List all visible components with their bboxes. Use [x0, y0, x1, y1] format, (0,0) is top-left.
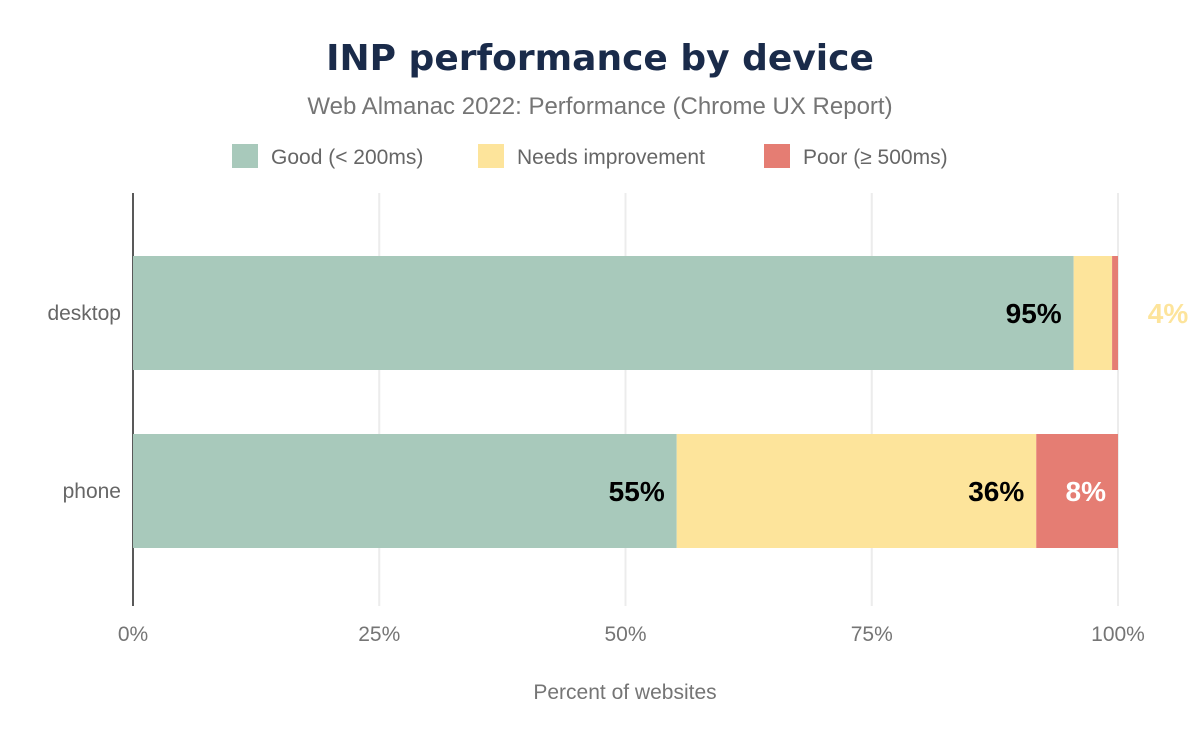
bar-segment	[133, 434, 677, 548]
bars: desktop 95% 4% phone 55% 36% 8%	[47, 256, 1188, 548]
legend-swatch	[478, 144, 504, 168]
bar-segment	[1073, 256, 1113, 370]
bar-segment	[676, 434, 1037, 548]
legend-swatch	[764, 144, 790, 168]
x-tick-label: 75%	[851, 623, 893, 646]
x-axis-label: Percent of websites	[533, 681, 716, 704]
chart-subtitle: Web Almanac 2022: Performance (Chrome UX…	[307, 93, 892, 120]
x-tick-label: 25%	[358, 623, 400, 646]
bar-segment	[1112, 256, 1118, 370]
x-tick-label: 0%	[118, 623, 148, 646]
category-label: desktop	[47, 302, 121, 325]
data-label: 95%	[1006, 298, 1062, 329]
legend-label: Poor (≥ 500ms)	[803, 146, 948, 169]
legend-swatch	[232, 144, 258, 168]
category-label: phone	[63, 480, 121, 503]
legend: Good (< 200ms) Needs improvement Poor (≥ 5…	[232, 144, 948, 169]
data-label: 8%	[1066, 476, 1107, 507]
data-label: 36%	[968, 476, 1024, 507]
x-tick-label: 100%	[1091, 623, 1145, 646]
legend-label: Good (< 200ms)	[271, 146, 423, 169]
bar-segment	[1036, 434, 1118, 548]
legend-label: Needs improvement	[517, 146, 705, 169]
bar-segment	[133, 256, 1074, 370]
chart-title: INP performance by device	[326, 38, 874, 79]
data-label: 55%	[609, 476, 665, 507]
data-label: 4%	[1148, 298, 1189, 329]
x-tick-label: 50%	[604, 623, 646, 646]
